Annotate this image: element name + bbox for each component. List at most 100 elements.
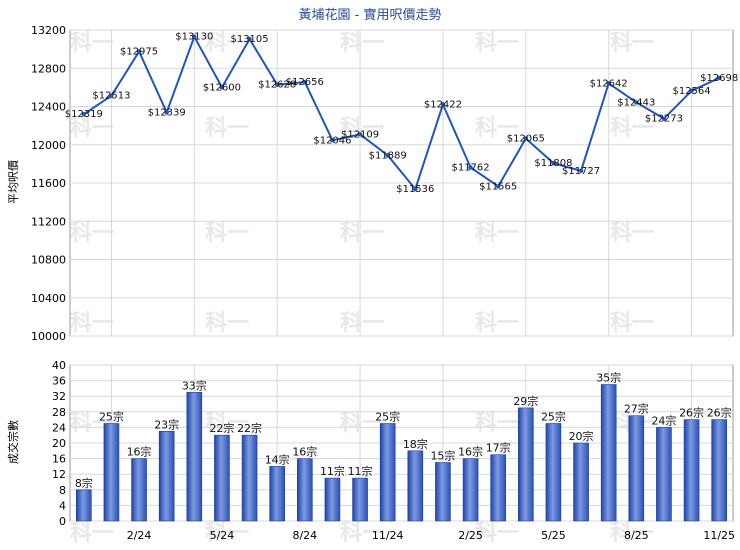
price-point <box>495 184 501 189</box>
volume-bar <box>683 419 700 522</box>
watermark-text: 科一 <box>340 31 384 56</box>
price-data-label: $12319 <box>65 109 103 120</box>
volume-data-label: 25宗 <box>99 410 124 424</box>
volume-data-label: 24宗 <box>651 413 676 427</box>
volume-y-tick-label: 12 <box>52 468 66 481</box>
watermark-text: 科一 <box>205 311 249 336</box>
price-point <box>606 81 611 86</box>
price-point <box>661 116 667 121</box>
watermark-text: 科一 <box>70 311 114 336</box>
watermark-text: 科一 <box>610 311 654 336</box>
price-data-label: $13130 <box>175 32 213 43</box>
volume-y-tick-label: 36 <box>52 375 66 388</box>
price-data-label: $12698 <box>700 73 738 84</box>
price-y-tick-label: 10800 <box>31 254 66 267</box>
price-data-label: $12065 <box>507 134 545 145</box>
price-data-label: $12628 <box>258 80 296 91</box>
volume-bar <box>656 427 672 522</box>
volume-data-label: 33宗 <box>182 378 207 392</box>
volume-y-tick-label: 4 <box>59 499 66 512</box>
watermark-text: 科一 <box>475 521 519 546</box>
price-point <box>357 132 363 137</box>
watermark-text: 科一 <box>610 116 654 141</box>
price-point <box>440 102 446 107</box>
volume-data-label: 22宗 <box>209 421 234 435</box>
price-data-label: $12564 <box>672 86 710 97</box>
volume-bar <box>518 407 534 522</box>
volume-bar <box>462 458 479 522</box>
watermark-text: 科一 <box>475 311 519 336</box>
price-y-tick-label: 12400 <box>31 101 66 114</box>
price-data-label: $12339 <box>148 107 186 118</box>
price-data-label: $12046 <box>313 135 351 146</box>
watermark-text: 科一 <box>205 221 249 246</box>
watermark-text: 科一 <box>340 311 384 336</box>
volume-data-label: 20宗 <box>569 429 594 443</box>
volume-y-tick-label: 8 <box>59 484 66 497</box>
price-point <box>468 165 473 170</box>
price-y-tick-label: 10400 <box>31 292 66 305</box>
volume-chart-grid <box>69 364 734 522</box>
volume-data-label: 22宗 <box>237 421 262 435</box>
volume-data-label: 26宗 <box>707 406 732 420</box>
volume-data-label: 16宗 <box>458 445 483 459</box>
x-tick-label: 5/25 <box>541 529 566 542</box>
price-point <box>716 75 722 81</box>
watermark-text: 科一 <box>70 221 114 246</box>
volume-data-label: 11宗 <box>320 464 345 478</box>
price-series: $12319 $12513 $12975 $12339 $13130 $12600 $131… <box>65 32 739 195</box>
volume-y-tick-label: 32 <box>52 390 66 403</box>
watermark-text: 科一 <box>205 521 249 546</box>
volume-bar <box>241 434 258 522</box>
watermark-text: 科一 <box>610 221 654 246</box>
price-data-label: $11536 <box>396 184 434 195</box>
x-tick-label: 11/25 <box>703 529 735 542</box>
volume-data-label: 35宗 <box>596 371 621 385</box>
volume-data-label: 25宗 <box>541 410 566 424</box>
chart-title: 黃埔花園 - 實用呎價走勢 <box>299 7 442 23</box>
volume-bar <box>297 458 313 522</box>
volume-bar <box>545 423 562 522</box>
x-tick-label: 8/24 <box>292 529 317 542</box>
volume-bar <box>158 430 175 522</box>
price-y-tick-label: 11200 <box>31 215 66 228</box>
volume-bar <box>407 450 424 522</box>
price-data-label: $12656 <box>286 77 324 88</box>
volume-data-label: 26宗 <box>679 406 704 420</box>
watermark-text: 科一 <box>70 31 114 56</box>
price-point <box>551 160 556 166</box>
price-data-label: $13105 <box>230 34 268 45</box>
price-data-label: $12600 <box>203 82 241 93</box>
volume-data-label: 16宗 <box>292 445 317 459</box>
volume-bar <box>573 442 589 522</box>
volume-bar <box>490 454 506 522</box>
price-data-label: $11762 <box>451 163 489 174</box>
price-data-label: $12443 <box>617 97 655 108</box>
x-tick-label: 8/25 <box>624 529 649 542</box>
volume-bar <box>435 462 451 522</box>
price-point <box>523 136 529 141</box>
price-chart-grid <box>69 29 734 337</box>
price-data-label: $11727 <box>562 166 600 177</box>
watermark-text: 科一 <box>475 31 519 56</box>
price-data-label: $11808 <box>534 158 572 169</box>
watermark-text: 科一 <box>205 116 249 141</box>
volume-data-label: 27宗 <box>624 402 649 416</box>
volume-bar <box>186 391 203 522</box>
price-point <box>81 112 87 117</box>
price-y-tick-label: 12800 <box>31 62 66 75</box>
volume-bar <box>103 423 120 522</box>
watermark-text: 科一 <box>610 31 654 56</box>
volume-bar <box>379 423 396 522</box>
price-point <box>219 85 225 90</box>
price-point <box>136 49 142 54</box>
watermark-text: 科一 <box>70 116 114 141</box>
price-point <box>274 82 280 87</box>
volume-bar <box>711 419 727 522</box>
volume-y-tick-label: 40 <box>52 359 66 372</box>
price-data-label: $12642 <box>590 78 628 89</box>
volume-data-label: 25宗 <box>375 410 400 424</box>
price-point <box>689 88 694 94</box>
